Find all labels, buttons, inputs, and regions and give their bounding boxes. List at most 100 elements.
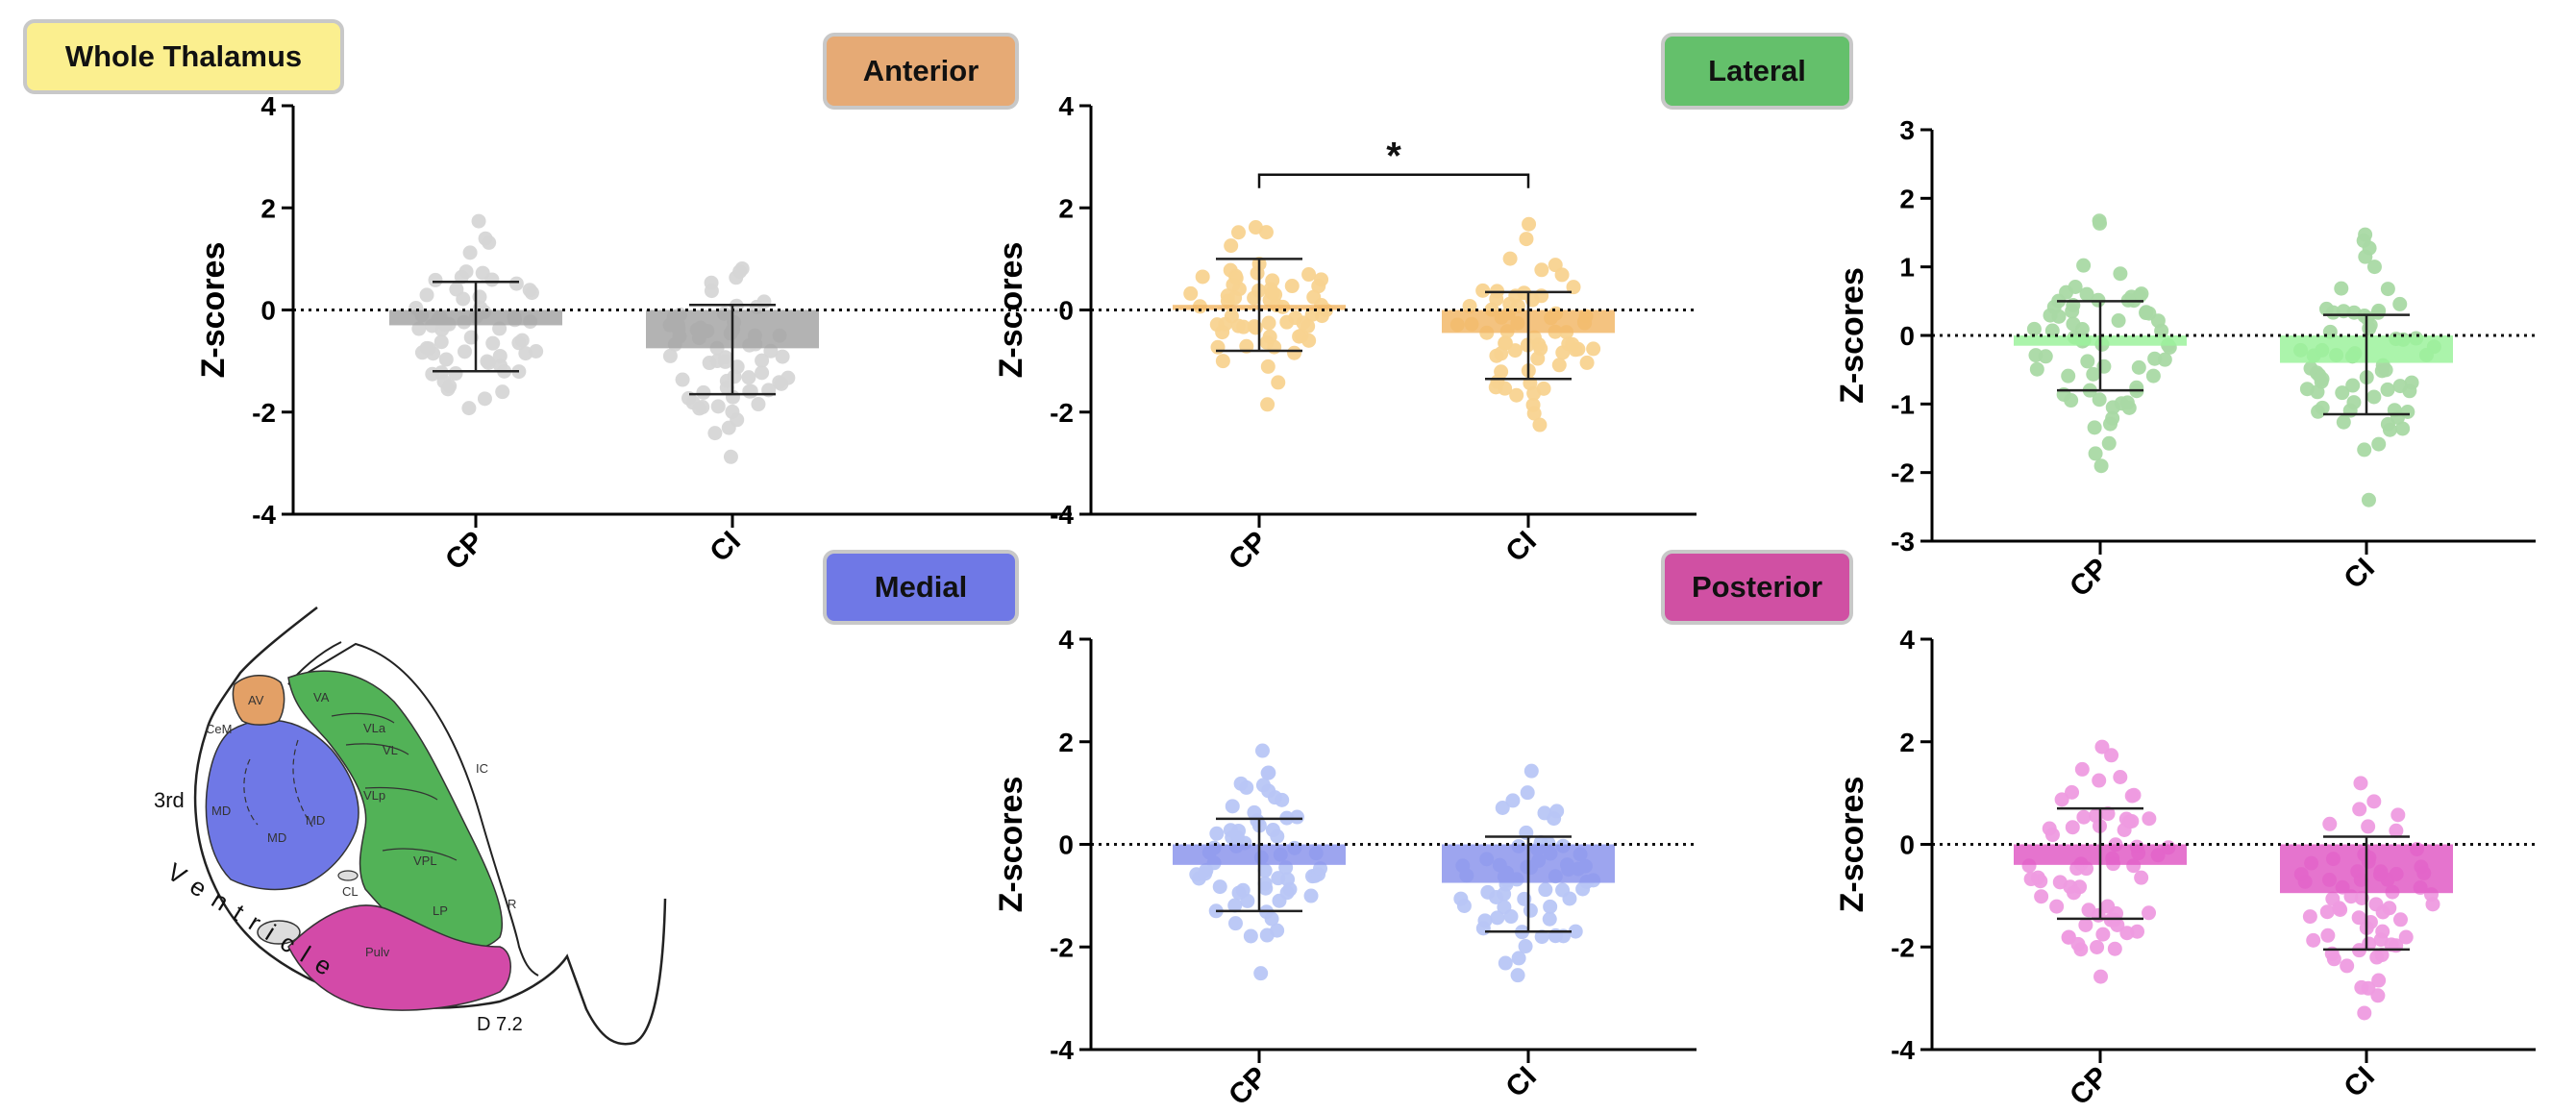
y-tick-label: 0 bbox=[1058, 296, 1074, 326]
data-point bbox=[1462, 298, 1477, 313]
y-tick-label: -1 bbox=[1891, 389, 1915, 419]
data-point bbox=[508, 276, 524, 291]
data-point bbox=[2382, 422, 2397, 437]
data-point bbox=[1227, 898, 1243, 913]
data-point bbox=[1195, 269, 1210, 284]
charts-group: 4 2 0 -2 -4 CP CI Z-scores 4 2 0 -2 -4 CP CI Z-scores * 3… bbox=[195, 91, 2536, 1111]
y-tick-label: 4 bbox=[1899, 625, 1915, 655]
data-point bbox=[2392, 912, 2408, 928]
data-point bbox=[1260, 397, 1276, 412]
data-point bbox=[1522, 216, 1537, 232]
data-point bbox=[1551, 358, 1567, 373]
data-point bbox=[707, 426, 723, 441]
data-point bbox=[2110, 917, 2125, 932]
x-category-label-ci: CI bbox=[1499, 526, 1543, 569]
data-point bbox=[1566, 280, 1581, 295]
data-point bbox=[1270, 923, 1285, 938]
data-point bbox=[2315, 400, 2330, 415]
significance-bracket bbox=[1257, 173, 1530, 188]
y-tick-label: -2 bbox=[1050, 398, 1074, 428]
data-point bbox=[2354, 979, 2369, 995]
x-category-label-cp: CP bbox=[2064, 553, 2115, 604]
thalamus-atlas-illustration: AV VA VLa VL VLp VPL LP MD MD MD CL Pulv… bbox=[154, 606, 667, 1046]
data-point bbox=[419, 287, 434, 303]
data-point bbox=[1254, 743, 1270, 758]
data-point bbox=[2100, 806, 2116, 822]
data-point bbox=[2079, 286, 2094, 302]
data-point bbox=[2425, 897, 2440, 912]
data-point bbox=[1230, 225, 1246, 240]
data-point bbox=[1288, 310, 1303, 326]
y-axis-title: Z-scores bbox=[1834, 777, 1870, 913]
data-point bbox=[1523, 903, 1538, 918]
data-point bbox=[2335, 385, 2350, 401]
significance-marker: * bbox=[1386, 136, 1401, 178]
data-point bbox=[1220, 288, 1235, 304]
chart-posterior: 4 2 0 -2 -4 CP CI Z-scores bbox=[1834, 625, 2536, 1111]
data-point bbox=[2147, 351, 2163, 366]
data-point bbox=[718, 354, 733, 369]
data-point bbox=[2370, 988, 2386, 1003]
atlas-label-md-3: MD bbox=[306, 813, 325, 828]
error-bar-ci bbox=[1485, 290, 1572, 381]
data-point bbox=[662, 348, 678, 363]
atlas-label-vl: VL bbox=[383, 743, 398, 757]
data-point bbox=[751, 397, 766, 412]
data-point bbox=[1239, 779, 1254, 795]
data-point bbox=[1579, 355, 1595, 370]
data-point bbox=[1542, 911, 1557, 927]
data-point bbox=[438, 352, 454, 367]
data-point bbox=[742, 383, 757, 399]
data-point bbox=[1258, 880, 1274, 896]
data-point bbox=[2119, 395, 2135, 410]
data-point bbox=[440, 382, 456, 397]
data-point bbox=[1538, 882, 1553, 898]
atlas-label-vla: VLa bbox=[363, 721, 386, 735]
data-point bbox=[1526, 406, 1542, 421]
data-point bbox=[2068, 280, 2083, 295]
data-point bbox=[2064, 393, 2079, 408]
data-point bbox=[1555, 882, 1571, 898]
data-point bbox=[2094, 739, 2110, 754]
data-point bbox=[1311, 279, 1326, 294]
data-point bbox=[2157, 352, 2172, 367]
data-point bbox=[1265, 273, 1280, 288]
data-point bbox=[1494, 346, 1509, 361]
data-point bbox=[1532, 417, 1548, 433]
data-point bbox=[1518, 939, 1533, 954]
data-point bbox=[1284, 279, 1300, 294]
data-point bbox=[2145, 368, 2161, 383]
y-tick-label: -4 bbox=[252, 500, 276, 530]
error-bar-cp bbox=[1216, 817, 1302, 913]
atlas-nucleus-small bbox=[257, 920, 301, 945]
data-point bbox=[2105, 400, 2120, 415]
data-point bbox=[2325, 305, 2341, 320]
data-point bbox=[1300, 318, 1316, 334]
data-point bbox=[1509, 387, 1524, 403]
y-tick-label: 0 bbox=[1899, 321, 1915, 351]
data-point bbox=[775, 349, 790, 364]
data-point bbox=[2319, 904, 2335, 920]
badge-medial: Medial bbox=[823, 550, 1019, 625]
y-tick-label: 4 bbox=[1058, 625, 1074, 655]
data-point bbox=[2029, 361, 2044, 377]
atlas-label-md-2: MD bbox=[267, 830, 286, 845]
data-point bbox=[725, 404, 740, 419]
atlas-label-cem: CeM bbox=[206, 722, 232, 736]
data-point bbox=[458, 344, 473, 359]
data-point bbox=[2346, 395, 2362, 410]
y-tick-label: -2 bbox=[1891, 932, 1915, 962]
data-point bbox=[1505, 793, 1521, 808]
data-point bbox=[710, 399, 726, 414]
data-point bbox=[1292, 329, 1307, 344]
data-point bbox=[1223, 823, 1238, 838]
data-point bbox=[1183, 285, 1199, 301]
y-tick-label: 2 bbox=[1899, 728, 1915, 757]
y-tick-label: -2 bbox=[252, 398, 276, 428]
atlas-label-vlp: VLp bbox=[363, 788, 385, 803]
data-point bbox=[2092, 213, 2107, 229]
data-point bbox=[2093, 458, 2109, 474]
data-point bbox=[1250, 813, 1265, 829]
data-point bbox=[1475, 283, 1491, 298]
data-point bbox=[1586, 341, 1601, 357]
